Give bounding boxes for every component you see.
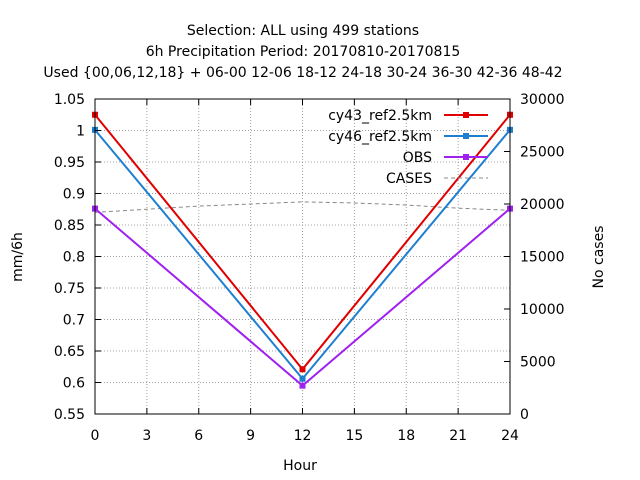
x-tick-label: 12 (294, 428, 312, 444)
y-tick-label: 0.85 (54, 218, 85, 234)
legend-label-cy43-ref2-5km: cy43_ref2.5km (328, 108, 432, 124)
y-tick-label: 1.05 (54, 92, 85, 108)
x-tick-label: 6 (194, 428, 203, 444)
data-point-obs (299, 382, 306, 389)
data-point-cy43-ref2-5km (299, 366, 306, 373)
y2-tick-label: 15000 (520, 250, 565, 266)
legend-marker-cy46-ref2-5km (463, 133, 469, 139)
data-point-cy46-ref2-5km (299, 375, 306, 382)
x-tick-label: 15 (345, 428, 363, 444)
x-tick-label: 9 (246, 428, 255, 444)
title-line-3: Used {00,06,12,18} + 06-00 12-06 18-12 2… (43, 65, 562, 81)
y-tick-label: 0.6 (63, 376, 85, 392)
y2-axis-label: No cases (591, 226, 607, 289)
title-line-2: 6h Precipitation Period: 20170810-201708… (146, 44, 461, 60)
x-tick-label: 18 (397, 428, 415, 444)
series-line-cy43-ref2-5km (94, 114, 511, 371)
grid-lines (95, 99, 510, 414)
y-tick-label: 0.9 (63, 187, 85, 203)
y-tick-label: 1 (76, 124, 85, 140)
title-line-1: Selection: ALL using 499 stations (187, 23, 419, 39)
legend-marker-cy43-ref2-5km (463, 112, 469, 118)
series-line-cy46-ref2-5km (94, 129, 511, 381)
x-tick-label: 24 (501, 428, 519, 444)
y2-tick-label: 0 (520, 407, 529, 423)
y-tick-label: 0.75 (54, 281, 85, 297)
y-tick-label: 0.95 (54, 155, 85, 171)
series-line-cases (94, 201, 511, 213)
legend-label-obs: OBS (403, 150, 432, 166)
legend-label-cy46-ref2-5km: cy46_ref2.5km (328, 129, 432, 145)
y-tick-label: 0.7 (63, 313, 85, 329)
y2-tick-label: 25000 (520, 145, 565, 161)
y2-tick-label: 5000 (520, 355, 556, 371)
legend-marker-obs (463, 154, 469, 160)
y-tick-label: 0.55 (54, 407, 85, 423)
chart-title: Selection: ALL using 499 stations 6h Prec… (43, 23, 562, 81)
x-tick-label: 3 (142, 428, 151, 444)
y-axis-label: mm/6h (10, 232, 26, 282)
x-tick-label: 0 (91, 428, 100, 444)
y2-tick-label: 30000 (520, 92, 565, 108)
y-tick-label: 0.65 (54, 344, 85, 360)
y-tick-label: 0.8 (63, 250, 85, 266)
legend-label-cases: CASES (386, 171, 432, 187)
axes: 0 3 6 9 12 15 18 21 24 0.55 0.6 0.65 0.7 0.75 0.8 0.85 0… (10, 92, 607, 474)
x-axis-label: Hour (283, 458, 317, 474)
y2-tick-label: 10000 (520, 302, 565, 318)
y2-tick-label: 20000 (520, 197, 565, 213)
x-tick-label: 21 (449, 428, 467, 444)
legend: cy43_ref2.5km cy46_ref2.5km OBS CASES (328, 108, 488, 187)
